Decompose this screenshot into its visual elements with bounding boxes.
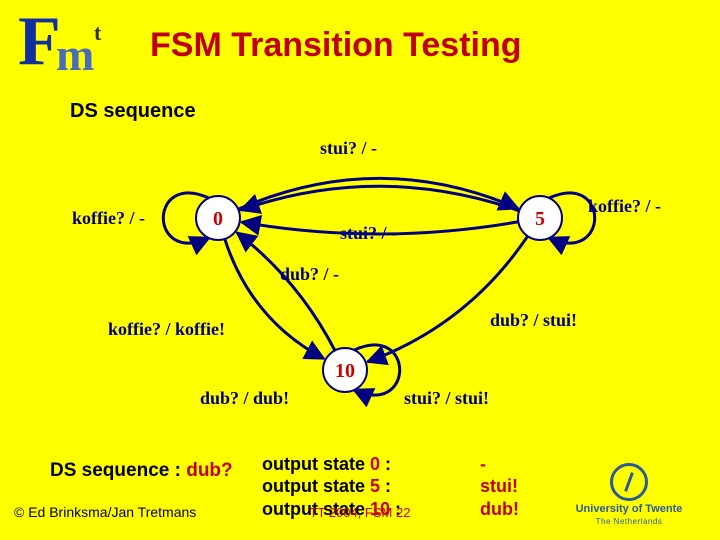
edge xyxy=(368,236,528,362)
edge-label: dub? / dub! xyxy=(200,388,289,408)
edge xyxy=(225,239,324,359)
ut-name: University of Twente xyxy=(554,503,704,515)
state-label: 5 xyxy=(535,208,545,230)
state-label: 10 xyxy=(335,360,355,382)
edge-label: stui? / - xyxy=(320,138,377,158)
edge-label: dub? / stui! xyxy=(490,310,577,330)
output-state-line: output state 5 : xyxy=(262,475,401,498)
state-node: 5 xyxy=(518,196,562,240)
edge-label: stui? / - xyxy=(340,223,397,243)
edge xyxy=(238,178,518,209)
ds-sequence-line: DS sequence : dub? xyxy=(50,460,233,482)
ds-answer: dub? xyxy=(186,460,232,481)
edge-label: dub? / - xyxy=(280,264,339,284)
ds-prompt: DS sequence : xyxy=(50,460,186,481)
state-node: 10 xyxy=(323,348,367,392)
state-label: 0 xyxy=(213,208,223,230)
edge-label: koffie? / koffie! xyxy=(108,319,225,339)
output-state-line: output state 0 : xyxy=(262,453,401,476)
edge-label: koffie? / - xyxy=(588,196,661,216)
output-result: - xyxy=(480,453,519,476)
ut-country: The Netherlands xyxy=(554,517,704,526)
edge xyxy=(241,186,520,211)
university-logo: University of Twente The Netherlands xyxy=(554,463,704,526)
edge-label: koffie? / - xyxy=(72,208,145,228)
edge-label: stui? / stui! xyxy=(404,388,489,408)
state-node: 0 xyxy=(196,196,240,240)
output-result: stui! xyxy=(480,475,519,498)
slide: F m t FSM Transition Testing DS sequence… xyxy=(0,0,720,540)
ut-logo-icon xyxy=(610,463,648,501)
